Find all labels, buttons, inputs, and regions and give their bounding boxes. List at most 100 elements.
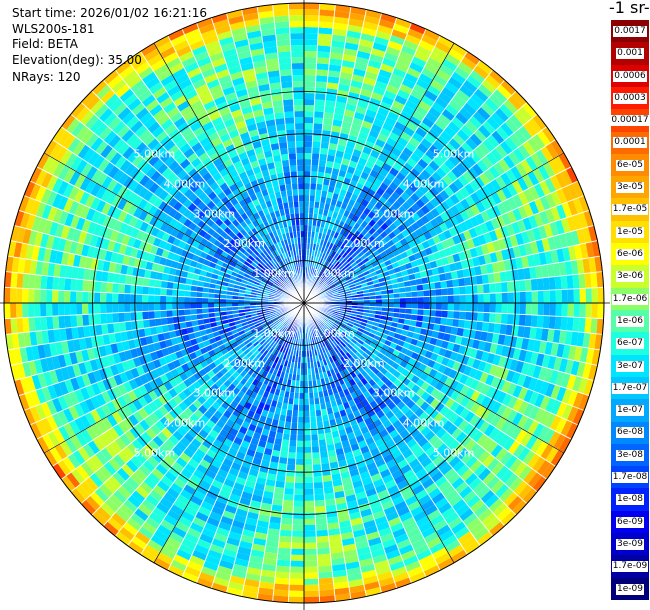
range-gate: [523, 188, 535, 203]
range-gate: [304, 69, 317, 76]
range-gate: [312, 213, 319, 220]
range-gate: [202, 454, 214, 465]
range-gate: [324, 324, 330, 330]
range-gate: [237, 546, 252, 556]
range-gate: [124, 312, 131, 322]
range-gate: [312, 141, 321, 148]
range-gate: [509, 234, 519, 248]
range-gate: [167, 323, 175, 332]
range-gate: [437, 364, 447, 374]
range-gate: [202, 303, 209, 309]
range-gate: [218, 489, 231, 500]
range-gate: [148, 303, 155, 312]
range-gate: [235, 417, 245, 426]
range-gate: [263, 447, 273, 456]
range-gate: [308, 386, 314, 393]
range-gate: [328, 534, 342, 542]
range-gate: [191, 423, 203, 434]
range-gate: [405, 34, 422, 46]
range-gate: [102, 430, 115, 445]
range-gate: [132, 356, 142, 368]
range-gate: [456, 447, 469, 460]
range-gate: [382, 474, 394, 484]
range-gate: [343, 488, 356, 497]
range-gate: [104, 227, 114, 240]
range-gate: [366, 531, 380, 541]
range-gate: [399, 511, 413, 523]
range-gate: [456, 146, 469, 159]
range-gate: [353, 534, 368, 544]
range-gate: [282, 340, 287, 347]
range-gate: [246, 474, 258, 483]
range-gate: [443, 468, 457, 481]
range-gate: [178, 214, 188, 225]
range-gate: [163, 214, 174, 225]
range-gate: [372, 144, 383, 154]
range-gate: [23, 408, 36, 425]
range-gate: [341, 183, 350, 191]
range-gate: [341, 121, 353, 130]
range-gate: [480, 264, 488, 275]
range-gate: [342, 339, 349, 346]
range-gate: [117, 485, 132, 500]
range-gate: [110, 229, 120, 242]
range-gate: [64, 303, 71, 316]
range-gate: [567, 303, 574, 318]
ray: [312, 80, 517, 295]
range-gate: [304, 542, 317, 549]
range-gate: [576, 228, 586, 245]
range-gate: [164, 470, 177, 483]
range-gate: [427, 466, 440, 478]
range-gate: [377, 133, 389, 143]
range-gate: [346, 278, 354, 284]
range-gate: [458, 485, 473, 499]
range-gate: [421, 276, 429, 285]
range-gate: [286, 342, 291, 349]
range-gate: [522, 217, 533, 231]
range-gate: [357, 260, 365, 268]
range-gate: [100, 313, 108, 325]
range-gate: [239, 267, 247, 273]
range-gate: [102, 215, 113, 228]
range-gate: [449, 401, 460, 413]
range-gate: [124, 224, 135, 237]
range-gate: [451, 116, 465, 130]
range-gate: [556, 343, 565, 358]
range-gate: [263, 325, 270, 332]
range-gate: [561, 404, 573, 421]
range-gate: [445, 53, 461, 67]
range-gate: [54, 368, 65, 383]
range-gate: [107, 475, 122, 490]
range-gate: [281, 439, 290, 447]
range-gate: [304, 422, 311, 429]
range-gate: [523, 267, 531, 280]
range-gate: [584, 272, 592, 289]
range-gate: [578, 317, 586, 333]
range-gate: [71, 468, 85, 485]
range-gate: [102, 161, 115, 176]
range-gate: [85, 207, 96, 222]
range-gate: [322, 240, 328, 247]
range-gate: [318, 287, 324, 293]
range-gate: [360, 33, 376, 43]
range-gate: [434, 475, 448, 488]
ray: [61, 310, 295, 492]
range-gate: [321, 318, 328, 324]
range-gate: [208, 484, 221, 495]
range-gate: [530, 438, 543, 454]
range-gate: [163, 401, 174, 413]
range-gate: [103, 521, 119, 537]
range-gate: [170, 228, 180, 238]
range-gate: [148, 390, 159, 401]
range-gate: [292, 404, 299, 411]
range-gate: [160, 287, 167, 296]
range-gate: [235, 508, 249, 518]
range-gate: [231, 271, 239, 278]
range-gate: [192, 516, 207, 528]
range-gate: [347, 332, 355, 339]
range-gate: [415, 468, 428, 480]
range-gate: [202, 308, 209, 314]
range-gate: [361, 267, 369, 273]
range-gate: [362, 21, 379, 31]
range-gate: [304, 171, 311, 178]
